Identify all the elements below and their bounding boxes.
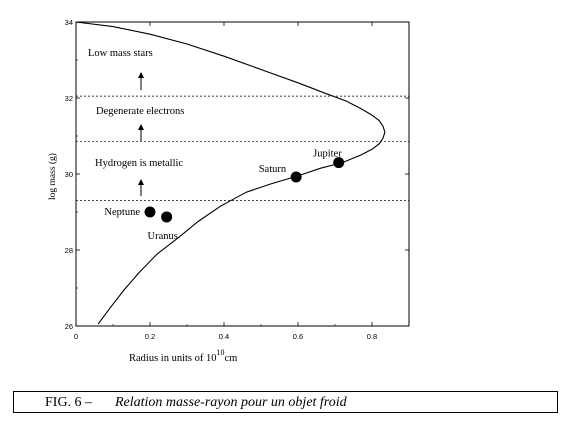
x-tick-label: 0.4 [219, 332, 229, 341]
x-tick-label: 0.8 [367, 332, 377, 341]
y-tick-label: 30 [65, 170, 73, 179]
y-tick-label: 34 [65, 18, 73, 27]
figure-caption: FIG. 6 – Relation masse-rayon pour un ob… [13, 391, 558, 413]
x-axis-label: Radius in units of 1010cm [129, 348, 237, 364]
regime-boundary-lines [76, 95, 409, 201]
annotation-degenerate-electrons: Degenerate electrons [96, 106, 184, 117]
arrow-up-icon [138, 179, 144, 196]
planet-point-uranus [161, 211, 173, 223]
mass-radius-curve [75, 21, 386, 325]
axis-ticks [75, 21, 409, 327]
x-tick-label: 0.6 [293, 332, 303, 341]
regime-annotations: Low mass stars Degenerate electrons Hydr… [88, 48, 184, 169]
x-tick-label: 0.2 [145, 332, 155, 341]
arrow-up-icon [138, 124, 144, 141]
planet-points [144, 157, 345, 223]
x-axis-label-text: Radius in units of 10 [129, 353, 217, 364]
planet-label-neptune: Neptune [104, 207, 140, 218]
caption-label: FIG. 6 – [45, 395, 93, 410]
axis-tick-labels: 0 0.2 0.4 0.6 0.8 26 28 30 32 34 [65, 18, 378, 341]
annotation-arrows [138, 72, 144, 196]
annotation-hydrogen-metallic: Hydrogen is metallic [95, 158, 183, 169]
planet-labels: Neptune Uranus Saturn Jupiter [104, 149, 342, 242]
planet-label-uranus: Uranus [147, 231, 177, 242]
planet-label-jupiter: Jupiter [313, 149, 342, 160]
y-axis-label: log mass (g) [47, 153, 58, 200]
annotation-low-mass-stars: Low mass stars [88, 48, 153, 59]
arrow-up-icon [138, 72, 144, 90]
planet-point-neptune [144, 206, 156, 218]
y-tick-label: 26 [65, 322, 73, 331]
planet-label-saturn: Saturn [259, 164, 287, 175]
planet-point-saturn [290, 171, 302, 183]
x-axis-label-unit: cm [225, 353, 238, 364]
mass-radius-chart: 0 0.2 0.4 0.6 0.8 26 28 30 32 34 Neptune Uranus Sat… [47, 18, 410, 364]
y-tick-label: 28 [65, 246, 73, 255]
x-tick-label: 0 [74, 332, 78, 341]
caption-text: Relation masse-rayon pour un objet froid [115, 395, 347, 410]
y-tick-label: 32 [65, 94, 73, 103]
planet-point-jupiter [333, 157, 345, 169]
x-axis-label-exponent: 10 [217, 348, 225, 357]
plot-frame [75, 21, 410, 327]
